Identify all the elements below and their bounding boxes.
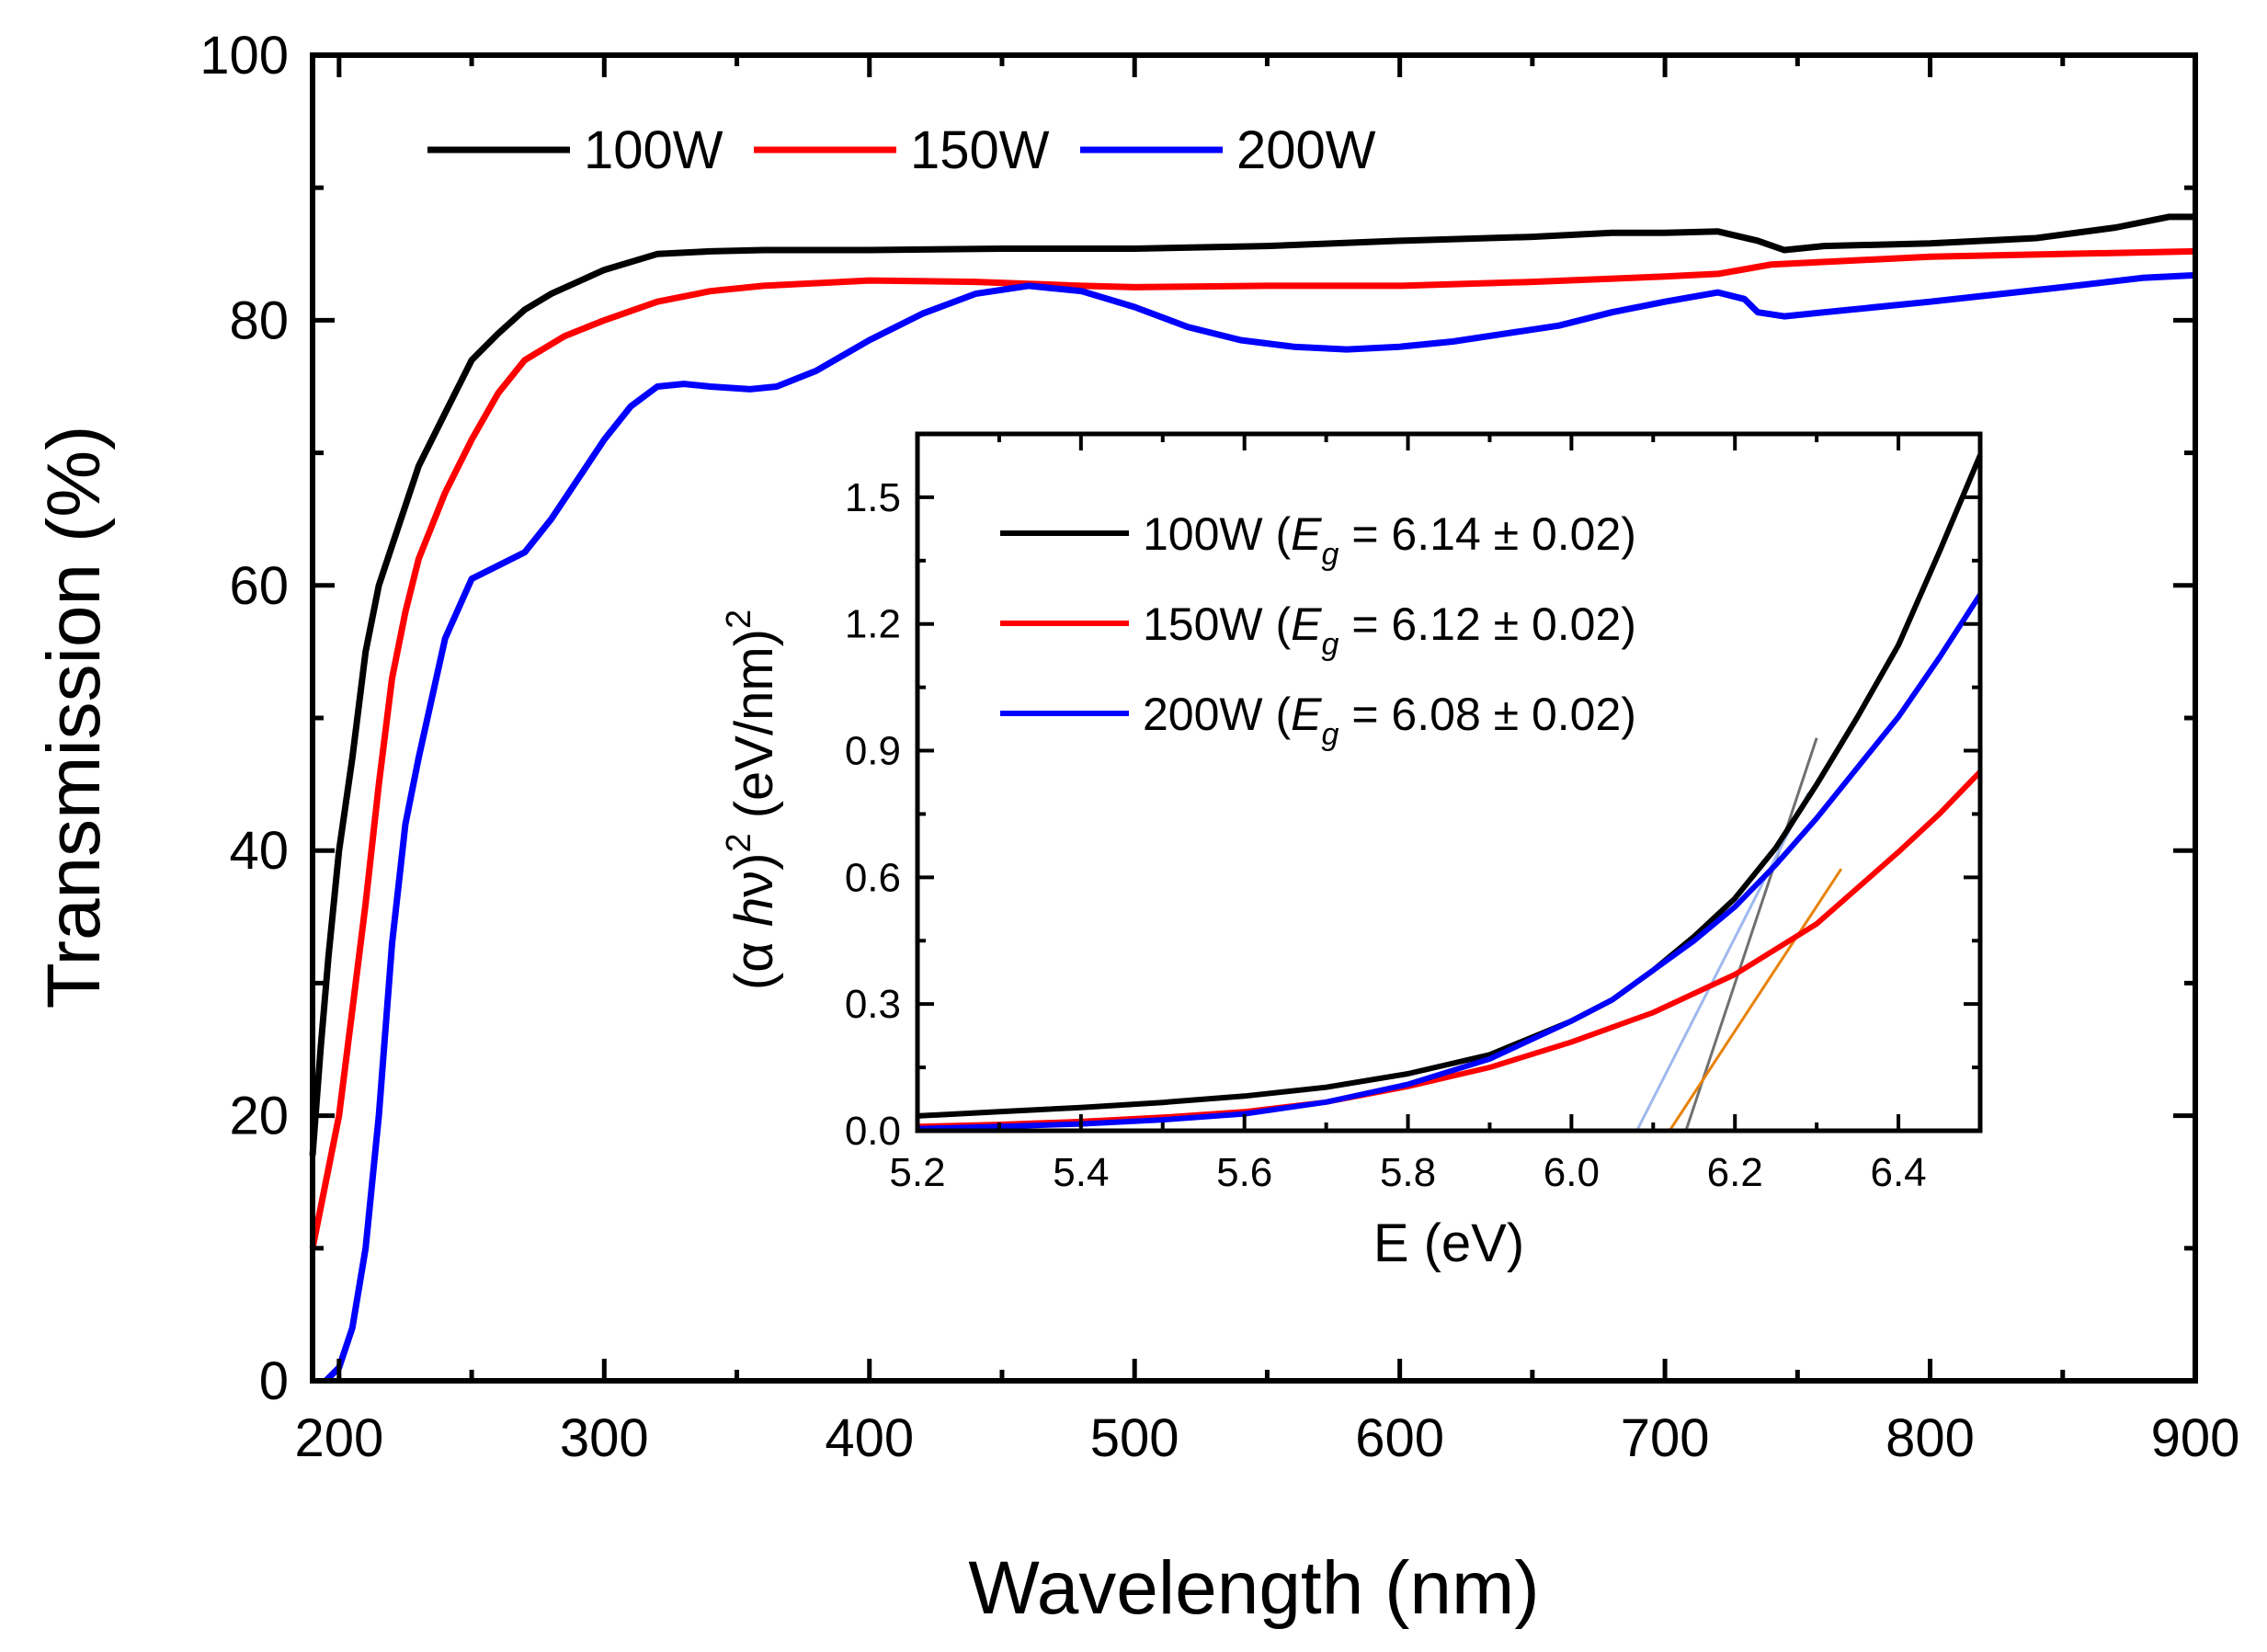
main-x-tick-label: 600 xyxy=(1355,1408,1444,1468)
main-series-line-200w xyxy=(323,271,2196,1384)
inset-ylabel-nu: ν xyxy=(724,871,784,897)
inset-x-tick-label: 5.4 xyxy=(1053,1150,1109,1195)
main-series-line-150w xyxy=(309,247,2196,1249)
inset-y-tick-label: 0.9 xyxy=(845,729,901,774)
inset-y-tick-label: 1.2 xyxy=(845,602,901,647)
main-x-tick-label: 800 xyxy=(1885,1408,1975,1468)
fit-line-200w-fit xyxy=(1635,792,1810,1132)
main-x-tick-label: 200 xyxy=(294,1408,383,1468)
fit-line-150w-fit xyxy=(1668,868,1843,1132)
main-y-tick-label: 80 xyxy=(229,291,289,350)
inset-x-tick-label: 6.4 xyxy=(1870,1150,1926,1195)
inset-series-line-200w xyxy=(917,592,1983,1132)
inset-x-axis-title: E (eV) xyxy=(1373,1213,1524,1273)
main-legend: 100W 150W 200W xyxy=(427,120,1376,180)
main-series-group xyxy=(309,213,2196,1384)
main-y-tick-label: 40 xyxy=(229,821,289,881)
main-x-tick-label: 500 xyxy=(1090,1408,1179,1468)
main-x-tick-label: 900 xyxy=(2151,1408,2240,1468)
inset-chart: 5.2 5.4 5.6 5.8 6.0 6.2 6.40.00.30.60.91.21.5 … xyxy=(720,431,1983,1273)
main-y-axis-title: Transmission (%) xyxy=(32,426,116,1009)
inset-legend-prefix: 100W ( xyxy=(1143,508,1292,560)
inset-y-tick-label: 0.6 xyxy=(845,855,901,900)
main-series-line-100w xyxy=(309,213,2195,1156)
inset-legend-symbol: E xyxy=(1291,508,1322,560)
inset-ylabel-units: (eV/nm) xyxy=(724,629,784,833)
inset-series-group xyxy=(917,453,1983,1132)
inset-x-tick-label: 5.2 xyxy=(889,1150,945,1195)
inset-y-tick-label: 0.0 xyxy=(845,1109,901,1154)
inset-x-tick-label: 6.2 xyxy=(1707,1150,1763,1195)
inset-fit-lines-group xyxy=(1635,737,1843,1132)
inset-legend-label-150w: 150W (Eg = 6.12 ± 0.02) xyxy=(1143,598,1636,662)
main-x-tick-label: 400 xyxy=(825,1408,914,1468)
inset-legend-suffix: = 6.14 ± 0.02) xyxy=(1339,508,1636,560)
inset-legend-symbol: E xyxy=(1291,598,1322,650)
inset-legend-prefix: 200W ( xyxy=(1143,689,1292,740)
inset-ticks-group: 5.2 5.4 5.6 5.8 6.0 6.2 6.4 0.0 0.3 0.6 0.9 1.2 1.5 xyxy=(845,434,1980,1195)
inset-legend-label-200w: 200W (Eg = 6.08 ± 0.02) xyxy=(1143,689,1636,752)
main-chart: 200 300 400 500 600 700 800 900 0 20 40 60 80 100 Wav… xyxy=(32,26,2239,1630)
inset-ylabel-h: h xyxy=(724,897,784,927)
inset-legend-symbol: E xyxy=(1291,689,1322,740)
inset-legend-subscript: g xyxy=(1322,627,1339,662)
main-y-tick-label: 60 xyxy=(229,556,289,616)
inset-ylabel-alpha: α xyxy=(724,941,784,973)
main-x-axis-title: Wavelength (nm) xyxy=(968,1546,1539,1630)
inset-legend-prefix: 150W ( xyxy=(1143,598,1292,650)
inset-legend: 100W (Eg = 6.14 ± 0.02)150W (Eg = 6.12 ±… xyxy=(1000,508,1636,752)
main-x-tick-label: 700 xyxy=(1621,1408,1710,1468)
inset-ylabel-sup1: 2 xyxy=(720,833,758,852)
inset-legend-label-100w: 100W (Eg = 6.14 ± 0.02) xyxy=(1143,508,1636,572)
inset-x-tick-label: 6.0 xyxy=(1544,1150,1600,1195)
inset-y-tick-label: 0.3 xyxy=(845,982,901,1027)
main-y-tick-label: 100 xyxy=(199,26,289,85)
inset-ylabel-open: ( xyxy=(724,973,784,990)
main-legend-label-200w: 200W xyxy=(1236,120,1376,180)
inset-plot-frame xyxy=(915,431,1983,1134)
inset-x-tick-label: 5.8 xyxy=(1380,1150,1436,1195)
inset-legend-subscript: g xyxy=(1322,717,1339,752)
inset-y-tick-label: 1.5 xyxy=(845,475,901,520)
main-y-tick-label: 0 xyxy=(259,1351,289,1411)
inset-legend-suffix: = 6.12 ± 0.02) xyxy=(1339,598,1636,650)
main-x-tick-label: 300 xyxy=(560,1408,649,1468)
fit-line-100w-fit xyxy=(1684,737,1818,1132)
main-legend-label-150w: 150W xyxy=(910,120,1050,180)
main-legend-label-100w: 100W xyxy=(584,120,723,180)
inset-ylabel-close: ) xyxy=(724,853,784,871)
inset-y-axis-title: (α hν)2 (eV/nm)2 xyxy=(720,610,784,990)
inset-legend-suffix: = 6.08 ± 0.02) xyxy=(1339,689,1636,740)
inset-ylabel-sup2: 2 xyxy=(720,610,758,629)
main-y-tick-label: 20 xyxy=(229,1087,289,1146)
inset-legend-subscript: g xyxy=(1322,537,1339,572)
main-ticks-group: 200 300 400 500 600 700 800 900 0 20 40 60 80 100 xyxy=(199,26,2239,1468)
inset-x-tick-label: 5.6 xyxy=(1216,1150,1272,1195)
